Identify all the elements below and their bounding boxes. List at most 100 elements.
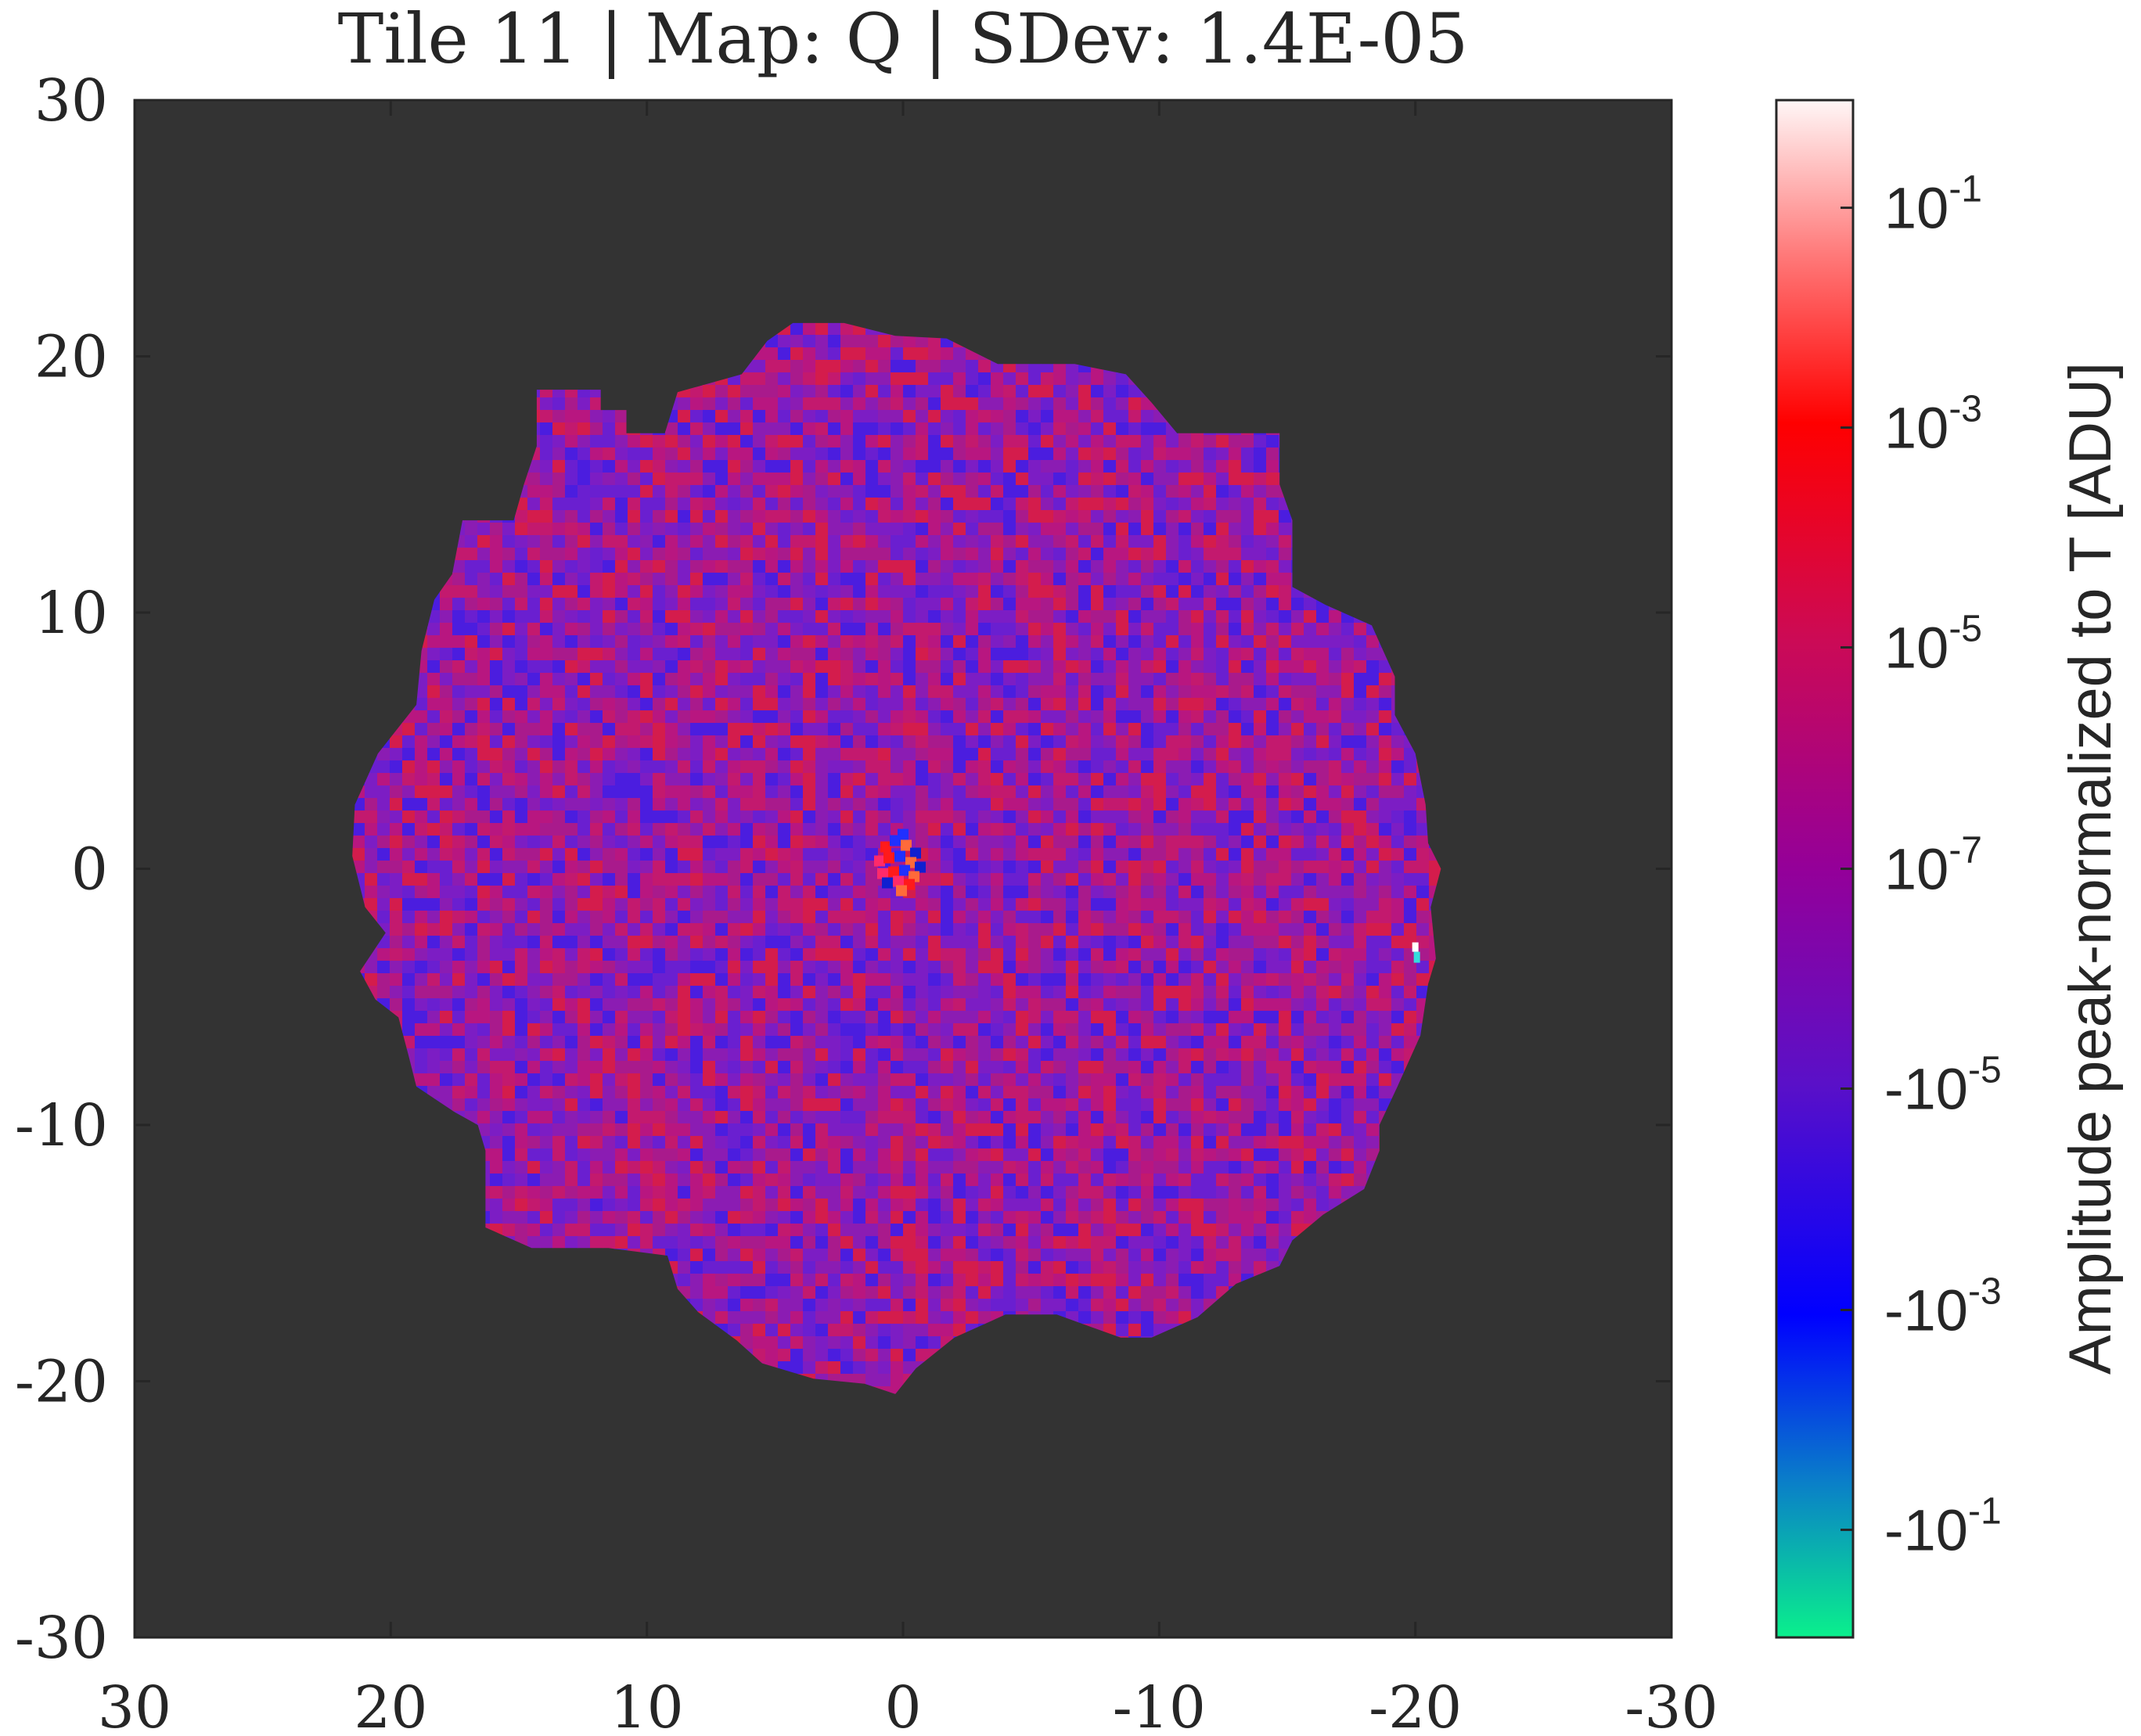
map-pixel bbox=[778, 798, 791, 811]
map-pixel bbox=[1053, 498, 1067, 511]
map-pixel bbox=[991, 548, 1004, 561]
map-pixel bbox=[840, 447, 854, 461]
map-pixel bbox=[1354, 735, 1367, 749]
map-pixel bbox=[916, 986, 929, 999]
map-pixel bbox=[1379, 710, 1392, 724]
map-pixel bbox=[728, 911, 741, 924]
map-pixel bbox=[1178, 760, 1192, 774]
map-pixel bbox=[715, 473, 729, 486]
map-pixel bbox=[502, 961, 516, 974]
map-pixel bbox=[578, 998, 591, 1012]
map-pixel bbox=[365, 785, 378, 799]
map-pixel bbox=[953, 573, 966, 586]
map-pixel bbox=[640, 435, 653, 448]
map-pixel bbox=[565, 435, 578, 448]
map-pixel bbox=[978, 685, 991, 699]
map-pixel bbox=[540, 560, 553, 573]
map-pixel bbox=[1404, 873, 1417, 886]
map-pixel bbox=[1041, 435, 1054, 448]
map-pixel bbox=[1279, 585, 1292, 598]
map-pixel bbox=[452, 848, 466, 861]
map-pixel bbox=[765, 435, 779, 448]
map-pixel bbox=[753, 973, 766, 987]
map-pixel bbox=[465, 998, 478, 1012]
map-pixel bbox=[1391, 823, 1405, 836]
map-pixel bbox=[1279, 861, 1292, 874]
map-pixel bbox=[703, 748, 716, 761]
map-pixel bbox=[1229, 873, 1242, 886]
map-pixel bbox=[978, 898, 991, 911]
map-pixel bbox=[803, 372, 816, 386]
map-pixel bbox=[853, 372, 866, 386]
map-pixel bbox=[753, 660, 766, 674]
map-pixel bbox=[1041, 698, 1054, 711]
map-pixel bbox=[1091, 710, 1104, 724]
map-pixel bbox=[690, 447, 703, 461]
map-pixel bbox=[928, 961, 941, 974]
map-pixel bbox=[1279, 1023, 1292, 1037]
map-pixel bbox=[352, 823, 365, 836]
map-pixel bbox=[953, 873, 966, 886]
map-pixel bbox=[1016, 873, 1029, 886]
map-pixel bbox=[1391, 848, 1405, 861]
map-pixel bbox=[1241, 923, 1254, 936]
map-pixel bbox=[678, 673, 691, 686]
map-pixel bbox=[1066, 836, 1079, 849]
map-pixel bbox=[903, 385, 916, 398]
map-pixel bbox=[703, 886, 716, 899]
map-pixel bbox=[828, 936, 841, 949]
map-pixel bbox=[1204, 798, 1217, 811]
map-pixel bbox=[527, 1023, 541, 1037]
map-pixel bbox=[1153, 598, 1167, 611]
map-pixel bbox=[715, 798, 729, 811]
map-pixel bbox=[1204, 710, 1217, 724]
map-pixel bbox=[402, 1023, 416, 1037]
map-pixel bbox=[515, 973, 528, 987]
map-pixel bbox=[1229, 447, 1242, 461]
map-pixel bbox=[865, 460, 879, 473]
map-pixel bbox=[465, 1011, 478, 1024]
map-pixel bbox=[1316, 948, 1330, 961]
map-pixel bbox=[941, 861, 954, 874]
map-pixel bbox=[552, 598, 566, 611]
map-pixel bbox=[778, 1036, 791, 1049]
map-pixel bbox=[552, 573, 566, 586]
map-pixel bbox=[690, 660, 703, 674]
map-pixel bbox=[715, 873, 729, 886]
map-pixel bbox=[552, 861, 566, 874]
map-pixel bbox=[815, 635, 829, 649]
map-pixel bbox=[565, 723, 578, 736]
map-pixel bbox=[1053, 510, 1067, 523]
map-pixel bbox=[978, 710, 991, 724]
map-pixel bbox=[703, 735, 716, 749]
map-pixel bbox=[1141, 898, 1154, 911]
map-pixel bbox=[1291, 673, 1304, 686]
map-pixel bbox=[953, 685, 966, 699]
map-pixel bbox=[840, 861, 854, 874]
map-pixel bbox=[1091, 735, 1104, 749]
map-pixel bbox=[991, 748, 1004, 761]
map-pixel bbox=[603, 585, 616, 598]
map-pixel bbox=[1141, 410, 1154, 423]
map-pixel bbox=[653, 773, 666, 786]
map-pixel bbox=[891, 798, 904, 811]
map-pixel bbox=[1341, 986, 1355, 999]
map-pixel bbox=[640, 836, 653, 849]
map-pixel bbox=[527, 623, 541, 636]
map-pixel bbox=[527, 635, 541, 649]
map-pixel bbox=[1204, 447, 1217, 461]
map-pixel bbox=[1053, 873, 1067, 886]
map-pixel bbox=[1116, 573, 1129, 586]
map-pixel bbox=[703, 623, 716, 636]
map-pixel bbox=[941, 685, 954, 699]
map-pixel bbox=[527, 585, 541, 598]
map-pixel bbox=[1279, 748, 1292, 761]
map-pixel bbox=[502, 560, 516, 573]
map-pixel bbox=[590, 610, 603, 624]
map-pixel bbox=[1091, 548, 1104, 561]
map-pixel bbox=[1016, 635, 1029, 649]
map-pixel bbox=[728, 548, 741, 561]
map-pixel bbox=[427, 973, 441, 987]
map-pixel bbox=[540, 936, 553, 949]
map-pixel bbox=[452, 998, 466, 1012]
